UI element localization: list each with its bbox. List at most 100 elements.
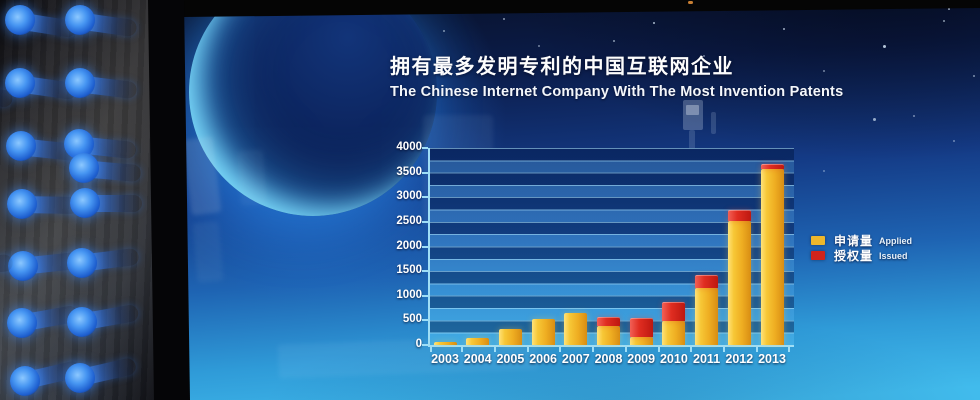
y-axis-dash xyxy=(422,245,428,248)
star xyxy=(943,20,945,22)
bar-applied-segment xyxy=(597,326,620,345)
led-wall xyxy=(0,0,154,400)
led-peg xyxy=(70,188,142,218)
bar-applied-segment xyxy=(466,337,490,345)
x-axis-label: 2013 xyxy=(758,352,786,366)
x-axis-tick xyxy=(690,347,693,352)
bar-issued-segment xyxy=(727,210,751,221)
peg-glow-cap xyxy=(7,189,37,219)
peg-glow-cap xyxy=(65,363,95,393)
x-axis-label: 2012 xyxy=(725,352,754,366)
y-axis-label: 4000 xyxy=(396,141,422,153)
peg-glow-cap xyxy=(65,5,95,35)
x-axis-label: 2004 xyxy=(463,352,492,366)
led-peg xyxy=(65,68,138,100)
legend-swatch-issued xyxy=(811,251,825,260)
x-axis-tick xyxy=(461,347,464,352)
screen-bezel xyxy=(148,0,190,400)
led-peg xyxy=(67,303,140,337)
x-axis-tick xyxy=(559,347,562,352)
planet-graphic xyxy=(189,0,437,216)
bar-issued-segment xyxy=(597,317,620,327)
chart-legend: 申请量 Applied 授权量 Issued xyxy=(811,233,912,263)
y-axis-dash xyxy=(422,220,428,223)
x-axis-label: 2009 xyxy=(627,352,656,366)
peg-glow-cap xyxy=(8,251,38,281)
star xyxy=(503,18,505,20)
star xyxy=(823,170,825,172)
peg-glow-cap xyxy=(67,248,97,278)
y-axis-dash xyxy=(422,344,428,346)
legend-swatch-applied xyxy=(811,236,825,245)
bar-applied-segment xyxy=(662,321,686,345)
x-axis-tick xyxy=(430,347,432,352)
y-axis-dash xyxy=(422,319,428,322)
led-peg xyxy=(69,153,142,183)
bar-issued-segment xyxy=(695,275,719,289)
legend-item-issued: 授权量 Issued xyxy=(811,248,912,263)
x-axis-tick xyxy=(592,347,595,352)
led-peg xyxy=(8,251,81,281)
x-axis-tick xyxy=(624,347,627,352)
legend-label-applied-zh: 申请量 xyxy=(834,234,874,248)
bar-applied-segment xyxy=(433,342,457,345)
star xyxy=(653,22,655,24)
x-axis-label: 2005 xyxy=(496,352,525,366)
x-axis-tick xyxy=(722,347,725,352)
x-axis-label: 2008 xyxy=(594,352,623,366)
peg-glow-cap xyxy=(69,153,99,183)
x-axis-label: 2011 xyxy=(693,352,721,366)
y-axis-dash xyxy=(422,196,428,199)
star xyxy=(873,118,876,121)
led-peg xyxy=(5,5,78,39)
peg-glow-cap xyxy=(6,131,36,161)
y-axis-label: 500 xyxy=(402,313,422,326)
y-axis-label: 3500 xyxy=(396,165,422,178)
peg-glow-cap xyxy=(70,188,100,218)
peg-glow-cap xyxy=(5,5,35,35)
bar-applied-segment xyxy=(498,329,522,345)
x-axis-tick xyxy=(657,347,660,352)
star xyxy=(538,45,540,47)
star xyxy=(913,115,915,117)
star xyxy=(783,28,785,30)
y-axis-dash xyxy=(422,294,428,297)
reflection-smudge xyxy=(192,220,224,284)
orange-speck xyxy=(688,1,693,4)
y-axis-label: 0 xyxy=(415,338,422,350)
led-peg xyxy=(7,304,80,338)
legend-label-applied-en: Applied xyxy=(879,235,913,246)
star xyxy=(443,30,445,32)
star xyxy=(823,70,825,72)
camera-reflection-strap2 xyxy=(711,112,716,134)
chart-title-zh: 拥有最多发明专利的中国互联网企业 xyxy=(390,56,734,78)
top-bezel-strip xyxy=(183,0,980,17)
x-axis-tick xyxy=(788,347,791,352)
x-axis-label: 2003 xyxy=(431,352,459,366)
x-axis-label: 2007 xyxy=(561,352,590,366)
y-axis-label: 2000 xyxy=(396,239,422,252)
y-axis-label: 1000 xyxy=(396,288,422,301)
camera-reflection-body xyxy=(683,100,703,130)
bar-applied-segment xyxy=(760,169,784,345)
led-peg xyxy=(65,5,138,38)
y-axis-label: 2500 xyxy=(396,214,422,227)
display-screen: 拥有最多发明专利的中国互联网企业 The Chinese Internet Co… xyxy=(183,0,980,400)
x-axis-label: 2006 xyxy=(529,352,557,366)
x-axis-label: 2010 xyxy=(659,352,688,366)
chart-title-en: The Chinese Internet Company With The Mo… xyxy=(390,84,844,100)
bar-applied-segment xyxy=(727,220,751,345)
bar-issued-segment xyxy=(760,164,784,170)
led-peg xyxy=(67,247,140,278)
bar-applied-segment xyxy=(564,313,588,345)
bar-applied-segment xyxy=(629,336,653,345)
led-peg xyxy=(10,359,83,396)
star xyxy=(883,45,886,48)
led-peg xyxy=(7,189,80,219)
camera-reflection-screen xyxy=(686,105,699,115)
bar-applied-segment xyxy=(695,288,719,345)
star xyxy=(483,60,485,62)
y-axis-label: 3000 xyxy=(396,190,422,203)
legend-label-issued-en: Issued xyxy=(879,250,908,261)
